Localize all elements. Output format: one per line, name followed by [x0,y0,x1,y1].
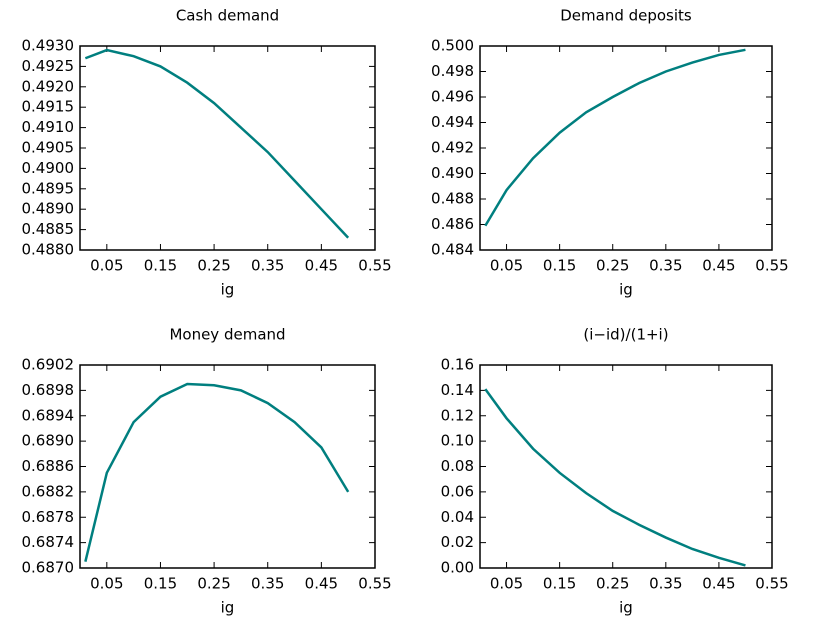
y-tick-label: 0.06 [441,482,474,500]
y-tick-label: 0.500 [431,37,474,55]
y-tick-label: 0.4895 [22,179,75,197]
y-tick-label: 0.4885 [22,220,75,238]
y-tick-label: 0.12 [441,406,474,424]
plot-frame [79,45,376,251]
y-tick-label: 0.6886 [22,457,75,475]
y-tick-label: 0.488 [431,190,474,208]
y-tick-label: 0.4930 [22,37,75,55]
x-tick-label: 0.45 [702,257,735,275]
plot-frame [479,45,773,251]
y-tick-label: 0.4900 [22,159,75,177]
y-tick-label: 0.4905 [22,139,75,157]
x-tick-label: 0.45 [305,575,338,593]
y-tick-label: 0.6890 [22,432,75,450]
x-tick-label: 0.25 [197,575,230,593]
y-tick-label: 0.6894 [22,406,75,424]
x-tick-label: 0.55 [755,575,788,593]
x-tick-label: 0.05 [90,257,123,275]
x-axis-label: ig [619,281,633,299]
x-tick-label: 0.55 [755,257,788,275]
x-tick-label: 0.05 [490,257,523,275]
x-tick-label: 0.25 [596,257,629,275]
x-axis-label: ig [221,599,235,617]
y-tick-label: 0.490 [431,164,474,182]
y-tick-label: 0.492 [431,139,474,157]
y-tick-label: 0.6878 [22,508,75,526]
x-axis-label: ig [221,281,235,299]
x-tick-label: 0.15 [144,575,177,593]
line-series [84,48,350,239]
y-tick-label: 0.6870 [22,559,75,577]
chart-title: Money demand [169,326,285,344]
y-tick-label: 0.4925 [22,57,75,75]
x-tick-label: 0.05 [90,575,123,593]
line-series [484,48,746,227]
y-tick-label: 0.6902 [22,356,75,374]
line-series [484,388,746,567]
chart-title: Demand deposits [560,7,692,25]
x-tick-label: 0.05 [490,575,523,593]
plot-frame [79,364,376,569]
y-tick-label: 0.4915 [22,98,75,116]
x-tick-label: 0.15 [144,257,177,275]
y-tick-label: 0.10 [441,432,474,450]
x-tick-label: 0.35 [251,575,284,593]
x-tick-label: 0.45 [305,257,338,275]
y-tick-label: 0.00 [441,559,474,577]
x-tick-label: 0.35 [251,257,284,275]
x-tick-label: 0.55 [358,575,391,593]
y-tick-label: 0.6898 [22,381,75,399]
y-tick-label: 0.4890 [22,200,75,218]
chart-title: (i−id)/(1+i) [583,326,668,344]
chart-title: Cash demand [176,7,279,25]
x-tick-label: 0.15 [543,575,576,593]
y-tick-label: 0.496 [431,88,474,106]
x-tick-label: 0.55 [358,257,391,275]
y-tick-label: 0.4880 [22,241,75,259]
x-tick-label: 0.45 [702,575,735,593]
y-tick-label: 0.486 [431,215,474,233]
y-tick-label: 0.498 [431,62,474,80]
x-tick-label: 0.35 [649,257,682,275]
y-tick-label: 0.04 [441,508,474,526]
y-tick-label: 0.4920 [22,77,75,95]
y-tick-label: 0.02 [441,533,474,551]
y-tick-label: 0.14 [441,381,474,399]
x-tick-label: 0.35 [649,575,682,593]
x-tick-label: 0.25 [197,257,230,275]
x-tick-label: 0.25 [596,575,629,593]
y-tick-label: 0.08 [441,457,474,475]
y-tick-label: 0.494 [431,113,474,131]
line-series [84,382,350,562]
plot-frame [479,364,773,569]
x-tick-label: 0.15 [543,257,576,275]
y-tick-label: 0.4910 [22,118,75,136]
y-tick-label: 0.6874 [22,533,75,551]
y-tick-label: 0.484 [431,241,474,259]
y-tick-label: 0.6882 [22,482,75,500]
y-tick-label: 0.16 [441,356,474,374]
x-axis-label: ig [619,599,633,617]
